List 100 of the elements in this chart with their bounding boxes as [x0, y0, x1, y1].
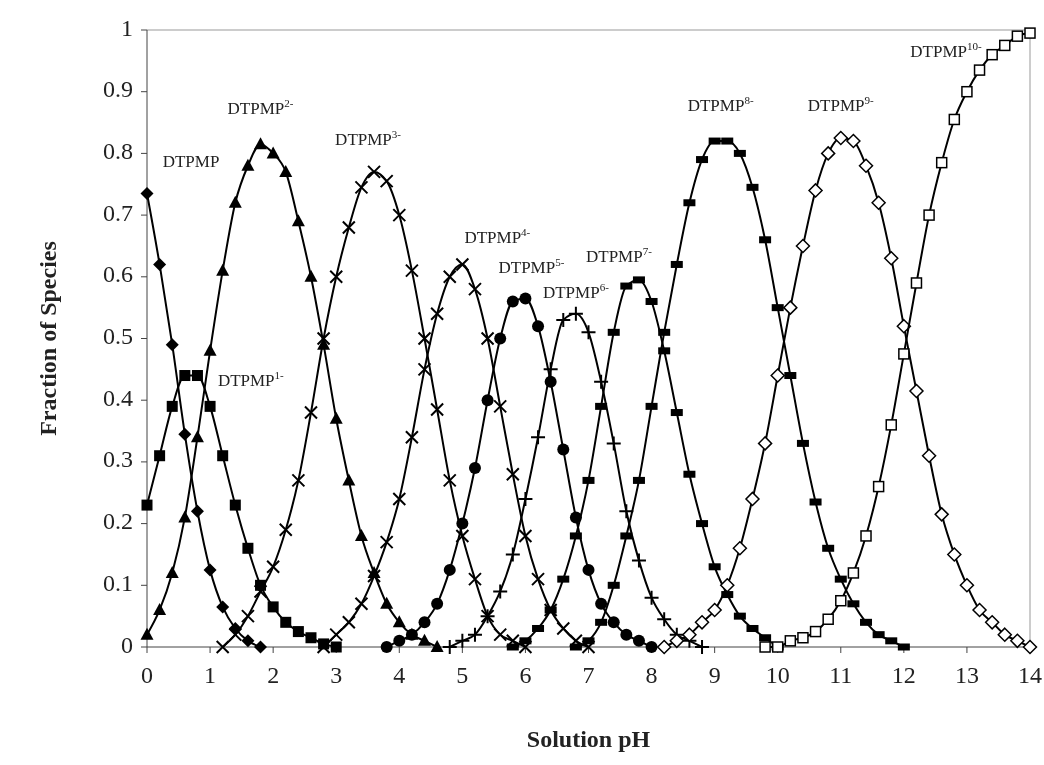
point [392, 491, 407, 506]
point [379, 535, 394, 550]
point [278, 522, 293, 537]
series-label: DTPMP$^{10-}$ [910, 39, 983, 61]
x-tick-label: 2 [267, 662, 280, 688]
point [316, 331, 331, 346]
point [430, 306, 445, 321]
point [430, 402, 445, 417]
point [595, 597, 608, 610]
point [342, 473, 356, 486]
point [835, 594, 847, 607]
point [404, 263, 419, 278]
y-tick-label: 0.8 [103, 137, 133, 164]
point [316, 640, 331, 654]
point [442, 269, 457, 284]
point [997, 627, 1013, 642]
x-tick-label: 5 [456, 662, 469, 688]
point [581, 640, 596, 654]
point [442, 473, 457, 488]
y-tick-label: 0.1 [103, 569, 133, 596]
point [808, 183, 823, 198]
point [417, 362, 432, 377]
point [454, 632, 471, 649]
x-axis-title: Solution pH [526, 726, 651, 752]
point [694, 615, 710, 630]
point [329, 411, 343, 424]
x-tick-label: 0 [141, 662, 153, 688]
point [669, 633, 685, 649]
point [632, 634, 645, 647]
point [795, 238, 811, 254]
point [909, 383, 924, 399]
point [329, 627, 344, 642]
point [203, 563, 217, 577]
x-tick-label: 6 [519, 662, 532, 688]
point [354, 528, 368, 541]
point [266, 146, 280, 159]
x-tick-label: 4 [393, 662, 406, 688]
point [456, 517, 469, 530]
point [140, 187, 154, 201]
y-tick-label: 0.2 [103, 508, 133, 535]
point [153, 602, 167, 615]
point [934, 507, 949, 522]
point [494, 332, 507, 345]
series-label: DTPMP$^{2-}$ [227, 96, 294, 119]
point [656, 611, 673, 628]
y-tick-label: 0.7 [103, 199, 133, 226]
point [1022, 639, 1038, 655]
point [216, 600, 230, 614]
series-label: DTPMP$^{4-}$ [464, 225, 531, 248]
point [607, 616, 620, 629]
point [393, 634, 406, 647]
point [467, 572, 482, 587]
y-tick-label: 0.5 [103, 323, 133, 350]
point [179, 370, 191, 382]
point [242, 542, 254, 554]
point [153, 257, 167, 271]
point [267, 601, 279, 613]
point [305, 632, 317, 644]
point [984, 615, 1000, 630]
point [605, 435, 622, 452]
point [580, 324, 597, 341]
point [367, 569, 382, 584]
point [961, 85, 973, 98]
point [757, 436, 773, 451]
point [217, 450, 229, 462]
point [165, 338, 179, 352]
point [379, 174, 394, 189]
x-tick-label: 13 [954, 662, 979, 688]
point [620, 628, 633, 641]
point [341, 615, 356, 630]
point [707, 602, 722, 618]
point [531, 572, 546, 587]
y-tick-label: 0.6 [103, 261, 133, 288]
point [392, 208, 407, 223]
point [330, 641, 342, 653]
point [797, 632, 809, 644]
point [883, 251, 899, 266]
x-tick-label: 12 [891, 662, 916, 688]
point [593, 373, 610, 390]
point [404, 430, 419, 445]
point [292, 626, 304, 638]
point [517, 490, 534, 507]
point [682, 627, 697, 642]
point [190, 504, 204, 518]
point [630, 552, 647, 569]
point [847, 567, 860, 579]
point [504, 546, 521, 563]
point [885, 419, 897, 431]
point [784, 635, 797, 647]
point [154, 450, 166, 462]
x-tick-label: 14 [1018, 662, 1042, 688]
point [417, 331, 432, 346]
series-label: DTPMP$^{8-}$ [687, 93, 754, 115]
point [178, 510, 192, 523]
point [240, 609, 255, 624]
point [280, 616, 292, 628]
point [354, 596, 369, 611]
point [228, 195, 242, 208]
point [165, 565, 179, 578]
point [506, 295, 519, 308]
